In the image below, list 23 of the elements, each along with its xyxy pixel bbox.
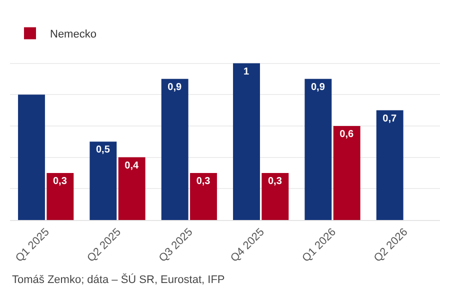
bar [118,157,146,220]
bar [161,78,188,220]
data-label: 0,3 [52,176,68,187]
bar [333,126,360,220]
data-label: 0,6 [340,128,354,140]
text: Tomáš Zemko; dáta – ŠÚ SR, Eurostat, IFP [12,273,225,286]
data-label: 0,3 [268,176,282,187]
data-label: 1 [244,66,250,78]
bar [233,63,260,220]
bar [46,172,74,220]
data-label: 0,3 [196,176,211,187]
bar [262,172,289,220]
data-label: 0,9 [310,82,326,93]
data-label: 0,9 [168,82,182,93]
bar [376,110,404,220]
legend-label: Nemecko [50,28,96,40]
data-label: 0,7 [382,113,398,124]
data-label: 0,4 [124,160,140,172]
bar [18,94,45,220]
bar [190,172,217,220]
data-label: 0,5 [96,144,110,156]
bar [304,78,332,220]
bar [90,142,117,220]
